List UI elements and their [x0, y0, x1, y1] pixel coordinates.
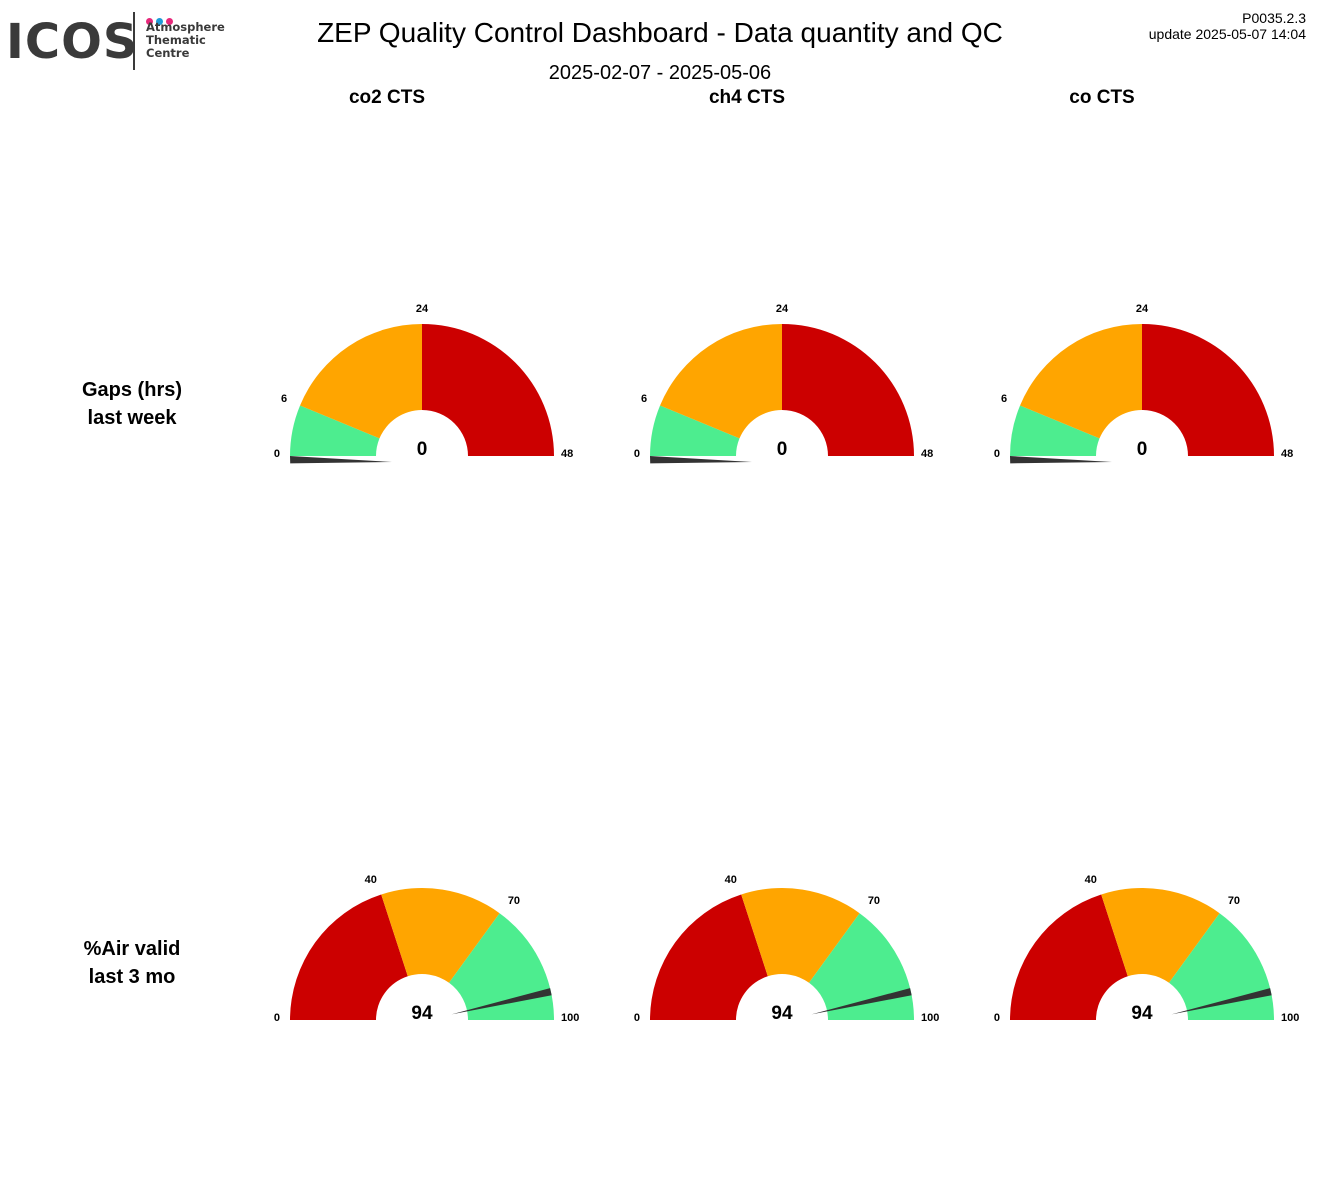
gauge-needle — [290, 456, 392, 464]
gauge-tick-label: 48 — [1281, 448, 1293, 460]
gauge-tick-label: 0 — [994, 1012, 1000, 1024]
row-header-line: last 3 mo — [88, 966, 176, 988]
logo-text: Atmosphere Thematic Centre — [146, 21, 225, 60]
gauge-value-label: 0 — [777, 439, 788, 460]
gauge-value-label: 0 — [417, 439, 428, 460]
logo-wordmark: ICOS — [6, 14, 139, 70]
row-header-line: %Air valid — [83, 938, 181, 960]
gauge-band-orange — [660, 324, 782, 439]
logo-line: Centre — [146, 46, 190, 60]
gauge-tick-label: 40 — [365, 874, 377, 886]
gauge-band-red — [1142, 324, 1274, 456]
gauge-tick-label: 24 — [776, 303, 789, 315]
gauge-air-valid-co: 94 0 40 70 100 — [994, 874, 1299, 1024]
logo-dot — [146, 18, 153, 25]
gauge-tick-label: 70 — [868, 895, 880, 907]
gauge-band-green — [1010, 405, 1100, 456]
gauge-needle — [1010, 456, 1112, 464]
gauge-needle — [650, 456, 752, 464]
gauge-tick-label: 70 — [1228, 895, 1240, 907]
row-header-line: Gaps (hrs) — [81, 379, 183, 401]
gauge-tick-label: 0 — [634, 1012, 640, 1024]
gauge-band-red — [422, 324, 554, 456]
gauge-value-label: 0 — [1137, 439, 1148, 460]
gauge-value-label: 94 — [411, 1003, 433, 1024]
gauge-band-green — [1169, 913, 1274, 1020]
gauge-tick-label: 100 — [561, 1012, 579, 1024]
gauge-gaps-ch4: 0 0 6 24 48 — [634, 303, 933, 464]
icos-logo: ICOS Atmosphere Thematic Centre — [6, 8, 226, 74]
gauge-value-label: 94 — [771, 1003, 793, 1024]
gauge-tick-label: 40 — [725, 874, 737, 886]
gauge-gaps-co: 0 0 6 24 48 — [994, 303, 1293, 464]
gauge-tick-label: 48 — [921, 448, 933, 460]
version-label: P0035.2.3 — [1242, 10, 1306, 26]
logo-line: Thematic — [146, 33, 206, 47]
gauge-band-green — [449, 913, 554, 1020]
gauge-tick-label: 6 — [281, 393, 287, 405]
gauge-tick-label: 100 — [921, 1012, 939, 1024]
gauge-band-red — [290, 894, 408, 1020]
gauge-tick-label: 6 — [1001, 393, 1007, 405]
gauge-tick-label: 100 — [1281, 1012, 1299, 1024]
dashboard-title: ZEP Quality Control Dashboard - Data qua… — [0, 17, 1320, 49]
gauge-band-orange — [1020, 324, 1142, 439]
gauge-band-orange — [300, 324, 422, 439]
row-header-line: last week — [87, 407, 177, 429]
gauge-tick-label: 40 — [1085, 874, 1097, 886]
gauge-band-red — [782, 324, 914, 456]
row-header-gaps: Gaps (hrs) last week — [32, 376, 232, 432]
date-range: 2025-02-07 - 2025-05-06 — [548, 62, 772, 84]
gauge-band-orange — [1101, 887, 1220, 983]
version-info: P0035.2.3 update 2025-05-07 14:04 — [1149, 10, 1306, 42]
gauge-tick-label: 24 — [416, 303, 429, 315]
gauge-band-red — [650, 894, 768, 1020]
gauge-needle — [451, 988, 552, 1015]
dashboard-title-text: ZEP Quality Control Dashboard - Data qua… — [317, 17, 1003, 48]
logo-dots-icon — [146, 12, 176, 25]
column-header-co: co CTS — [1069, 87, 1135, 108]
gauge-tick-label: 70 — [508, 895, 520, 907]
gauge-needle — [811, 988, 912, 1015]
gauge-air-valid-ch4: 94 0 40 70 100 — [634, 874, 939, 1024]
gauge-tick-label: 6 — [641, 393, 647, 405]
gauge-value-label: 94 — [1131, 1003, 1153, 1024]
logo-divider — [133, 12, 135, 70]
logo-line: Atmosphere — [146, 20, 225, 34]
gauge-gaps-co2: 0 0 6 24 48 — [274, 303, 573, 464]
column-header-ch4: ch4 CTS — [708, 87, 786, 108]
gauge-band-green — [809, 913, 914, 1020]
gauge-band-orange — [741, 888, 860, 983]
logo-dot — [166, 18, 173, 25]
gauge-band-orange — [381, 888, 500, 983]
gauge-tick-label: 0 — [634, 448, 640, 460]
gauge-needle — [1171, 988, 1272, 1015]
update-timestamp: update 2025-05-07 14:04 — [1148, 26, 1306, 42]
gauge-tick-label: 0 — [994, 448, 1000, 460]
gauge-band-red — [1010, 894, 1128, 1020]
column-header-co2: co2 CTS — [348, 87, 426, 108]
gauge-tick-label: 48 — [561, 448, 573, 460]
gauge-band-green — [290, 405, 380, 456]
gauge-air-valid-co2: 94 0 40 70 100 — [274, 874, 579, 1024]
gauge-tick-label: 0 — [274, 1012, 280, 1024]
gauge-band-green — [650, 405, 740, 456]
logo-dot — [156, 18, 163, 25]
gauge-tick-label: 0 — [274, 448, 280, 460]
gauge-tick-label: 24 — [1136, 303, 1149, 315]
row-header-air-valid: %Air valid last 3 mo — [32, 935, 232, 991]
